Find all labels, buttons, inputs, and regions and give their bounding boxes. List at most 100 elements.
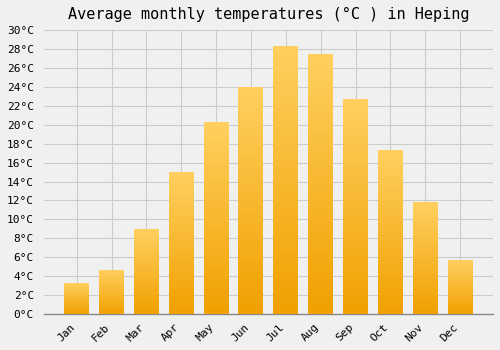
Bar [412,309,438,311]
Bar [343,224,368,226]
Bar [343,108,368,110]
Bar [412,210,438,211]
Bar [343,183,368,185]
Bar [308,236,333,239]
Bar [238,237,264,239]
Bar [168,259,194,260]
Bar [273,126,298,129]
Bar [273,111,298,113]
Bar [204,208,229,210]
Bar [99,306,124,307]
Bar [168,308,194,310]
Bar [448,294,472,295]
Bar [448,285,472,286]
Bar [204,231,229,233]
Bar [343,226,368,228]
Bar [308,212,333,215]
Bar [273,70,298,73]
Bar [273,306,298,309]
Bar [273,167,298,169]
Bar [134,273,159,274]
Bar [343,144,368,146]
Bar [378,275,403,276]
Bar [308,124,333,127]
Bar [238,309,264,312]
Bar [308,72,333,75]
Bar [412,245,438,246]
Bar [238,255,264,257]
Bar [238,271,264,273]
Bar [378,232,403,234]
Bar [343,159,368,161]
Bar [168,293,194,294]
Bar [343,181,368,183]
Bar [238,126,264,128]
Bar [134,304,159,306]
Bar [378,296,403,297]
Bar [204,166,229,168]
Bar [168,178,194,179]
Bar [238,280,264,282]
Bar [99,298,124,299]
Bar [168,212,194,213]
Bar [168,303,194,304]
Bar [238,239,264,241]
Bar [412,223,438,224]
Bar [204,289,229,291]
Bar [273,108,298,111]
Bar [134,296,159,297]
Bar [308,220,333,223]
Bar [134,303,159,304]
Bar [134,261,159,262]
Bar [238,89,264,91]
Bar [168,179,194,181]
Bar [168,279,194,280]
Bar [412,278,438,279]
Bar [343,241,368,243]
Bar [448,286,472,287]
Bar [204,241,229,243]
Bar [99,284,124,285]
Bar [273,150,298,153]
Bar [204,302,229,304]
Bar [134,289,159,290]
Bar [412,246,438,247]
Bar [378,262,403,263]
Bar [448,261,472,262]
Bar [378,242,403,244]
Bar [204,249,229,251]
Bar [204,281,229,283]
Bar [343,99,368,101]
Bar [412,224,438,225]
Bar [168,287,194,288]
Bar [273,223,298,226]
Bar [448,300,472,301]
Bar [273,156,298,159]
Bar [273,116,298,119]
Bar [378,159,403,160]
Bar [99,301,124,302]
Bar [238,246,264,248]
Bar [448,278,472,279]
Bar [168,230,194,232]
Bar [273,285,298,287]
Bar [378,270,403,272]
Bar [238,257,264,259]
Bar [412,284,438,285]
Bar [273,46,298,49]
Bar [308,67,333,69]
Bar [308,129,333,132]
Bar [448,274,472,275]
Bar [168,217,194,219]
Bar [168,176,194,178]
Bar [308,153,333,155]
Bar [308,75,333,77]
Bar [273,191,298,194]
Bar [134,253,159,254]
Bar [378,276,403,278]
Bar [412,235,438,236]
Bar [168,286,194,287]
Bar [448,260,472,261]
Bar [412,294,438,295]
Bar [343,213,368,215]
